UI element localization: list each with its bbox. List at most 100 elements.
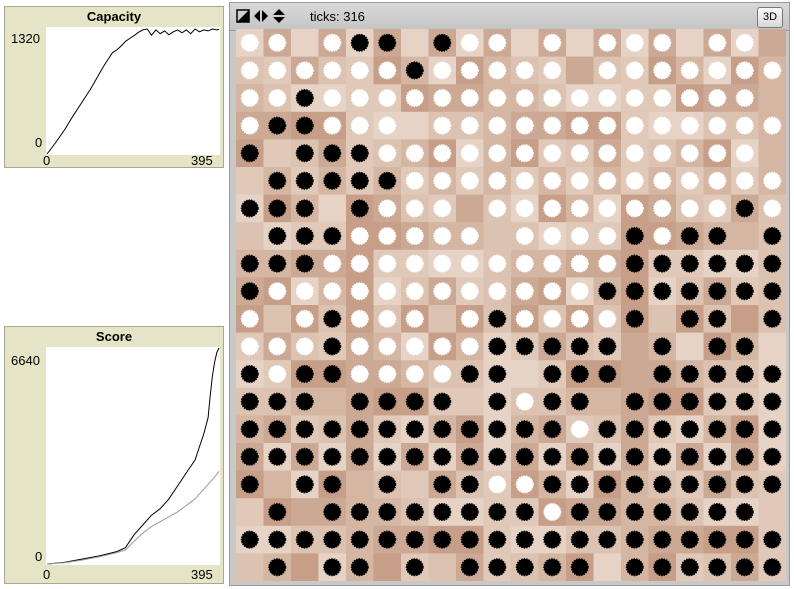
white-turtle	[350, 89, 369, 107]
white-turtle	[653, 89, 672, 107]
white-turtle	[488, 171, 507, 190]
white-turtle	[598, 116, 617, 135]
patch	[566, 29, 594, 58]
white-turtle	[735, 89, 754, 107]
black-turtle	[653, 447, 672, 466]
white-turtle	[323, 61, 342, 80]
white-turtle	[295, 61, 314, 80]
black-turtle	[268, 503, 287, 521]
white-turtle	[680, 61, 699, 80]
black-turtle	[460, 365, 479, 383]
black-turtle	[405, 503, 424, 521]
white-turtle	[543, 89, 562, 107]
patch	[456, 194, 484, 223]
black-turtle	[433, 392, 452, 411]
black-turtle	[653, 503, 672, 521]
patch	[291, 29, 319, 58]
white-turtle	[625, 199, 644, 218]
black-turtle	[625, 227, 644, 245]
x-max-label: 395	[191, 153, 213, 168]
white-turtle	[598, 227, 617, 245]
world-view-panel: ticks: 316 3D	[229, 2, 790, 586]
zoom-icon[interactable]	[236, 9, 250, 23]
white-turtle	[268, 33, 287, 52]
black-turtle	[735, 420, 754, 439]
patch	[263, 305, 292, 334]
black-turtle	[433, 530, 452, 549]
black-turtle	[570, 392, 589, 411]
vertical-arrows-icon[interactable]	[272, 9, 286, 23]
black-turtle	[295, 254, 314, 273]
white-turtle	[598, 171, 617, 190]
horizontal-arrows-icon[interactable]	[254, 9, 268, 23]
white-turtle	[570, 199, 589, 218]
white-turtle	[708, 116, 727, 135]
white-turtle	[460, 116, 479, 135]
black-turtle	[570, 530, 589, 549]
white-turtle	[515, 171, 534, 190]
black-turtle	[680, 530, 699, 549]
patch	[456, 387, 484, 416]
black-turtle	[763, 309, 782, 328]
white-turtle	[598, 309, 617, 328]
white-turtle	[405, 365, 424, 383]
white-turtle	[598, 61, 617, 80]
white-turtle	[708, 171, 727, 190]
white-turtle	[735, 61, 754, 80]
white-turtle	[378, 144, 397, 163]
black-turtle	[488, 530, 507, 549]
white-turtle	[570, 309, 589, 328]
patch	[511, 29, 539, 58]
black-turtle	[488, 558, 507, 577]
black-turtle	[350, 558, 369, 577]
white-turtle	[625, 171, 644, 190]
black-turtle	[680, 392, 699, 411]
black-turtle	[543, 447, 562, 466]
capacity-chart	[46, 28, 220, 155]
white-turtle	[570, 144, 589, 163]
series-line-0	[46, 347, 220, 565]
black-turtle	[708, 475, 727, 494]
white-turtle	[433, 227, 452, 245]
black-turtle	[653, 254, 672, 273]
white-turtle	[350, 365, 369, 383]
white-turtle	[515, 144, 534, 163]
black-turtle	[378, 503, 397, 521]
black-turtle	[378, 392, 397, 411]
patch	[291, 498, 319, 527]
black-turtle	[405, 530, 424, 549]
black-turtle	[295, 475, 314, 494]
black-turtle	[763, 420, 782, 439]
white-turtle	[350, 254, 369, 273]
white-turtle	[653, 61, 672, 80]
black-turtle	[735, 475, 754, 494]
black-turtle	[625, 309, 644, 328]
black-turtle	[763, 254, 782, 273]
white-turtle	[543, 309, 562, 328]
view-toolbar: ticks: 316 3D	[230, 3, 789, 31]
white-turtle	[433, 254, 452, 273]
black-turtle	[543, 420, 562, 439]
patch	[483, 222, 512, 251]
black-turtle	[763, 365, 782, 383]
black-turtle	[268, 116, 287, 135]
white-turtle	[515, 199, 534, 218]
white-turtle	[543, 227, 562, 245]
black-turtle	[323, 309, 342, 328]
white-turtle	[460, 61, 479, 80]
white-turtle	[515, 116, 534, 135]
black-turtle	[708, 558, 727, 577]
patch	[621, 332, 649, 361]
white-turtle	[460, 309, 479, 328]
black-turtle	[240, 392, 259, 411]
plot-area	[46, 347, 220, 565]
black-turtle	[405, 61, 424, 80]
patch	[318, 387, 347, 416]
white-turtle	[433, 337, 452, 356]
white-turtle	[625, 33, 644, 52]
3d-view-button[interactable]: 3D	[757, 7, 783, 28]
white-turtle	[323, 254, 342, 273]
white-turtle	[378, 337, 397, 356]
black-turtle	[350, 530, 369, 549]
black-turtle	[323, 337, 342, 356]
